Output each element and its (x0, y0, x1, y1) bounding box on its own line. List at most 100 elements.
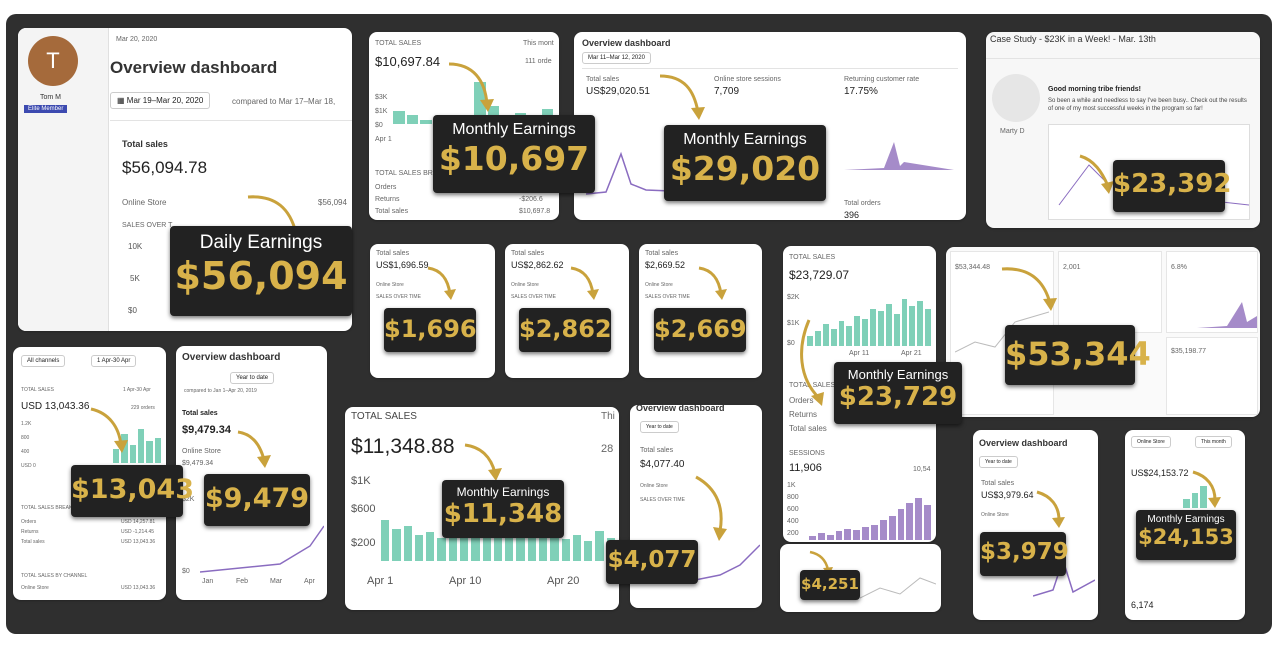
row-orders: Orders (375, 184, 397, 191)
case-study-title: Case Study - $23K in a Week! - Mar. 13th (990, 34, 1156, 44)
badge-title: Daily Earnings (199, 232, 323, 253)
total-sales-value: US$24,153.72 (1131, 468, 1189, 478)
date-range-button[interactable]: ▦ Mar 19–Mar 20, 2020 (110, 92, 211, 109)
tick-0: $0 (787, 340, 795, 347)
divider (986, 58, 1260, 59)
sales-over-time: SALES OVER TIME (645, 294, 690, 300)
card-title: Overview dashboard (636, 405, 725, 413)
sales-line-chart (690, 544, 760, 582)
avatar[interactable]: T (28, 36, 78, 86)
row-orders: Orders (789, 396, 814, 405)
card-title: Overview dashboard (182, 352, 281, 363)
date-range-button[interactable]: Year to date (640, 421, 679, 433)
row-returns-value: -$206.6 (519, 196, 543, 203)
tick-3: 400 (21, 449, 30, 455)
orders-count: 229 orders (131, 405, 155, 411)
channel-filter[interactable]: Online Store (1131, 436, 1171, 448)
online-store-label: Online Store (511, 282, 539, 288)
date-filter[interactable]: 1 Apr-30 Apr (91, 355, 137, 367)
returning-rate-label: Returning customer rate (844, 76, 920, 83)
channel-value: USD 13,043.36 (121, 585, 156, 591)
panel-sessions: 2,001 (1058, 251, 1162, 333)
badge-title: Monthly Earnings (452, 121, 576, 138)
tick-5k: 5K (130, 274, 140, 283)
total-orders-label: Total orders (844, 200, 881, 207)
total-sales-label: Total sales (122, 139, 168, 149)
date-range-button[interactable]: Year to date (979, 456, 1018, 468)
tick-1k: $1K (787, 320, 800, 327)
total-sales-value: USD 13,043.36 (21, 401, 90, 412)
tick-1k: $1K (351, 475, 371, 487)
curved-arrow (1036, 490, 1065, 528)
channel-filter[interactable]: All channels (21, 355, 66, 367)
row-returns-value: USD -1,214.45 (121, 529, 155, 535)
period-label: 1 Apr-30 Apr (123, 387, 151, 393)
author-avatar[interactable] (992, 74, 1040, 122)
sales-bars (381, 503, 615, 561)
badge-value: $29,020 (669, 149, 821, 188)
bottom-value: 6,174 (1131, 600, 1154, 610)
total-sales-label: Total sales (640, 447, 674, 454)
badge-4251: $4,251 (800, 570, 860, 600)
tick-1k: $1K (375, 108, 388, 115)
orders-count: 111 orde (525, 58, 552, 65)
online-store-label: Online Store (376, 282, 404, 288)
panel-area-chart (1197, 302, 1257, 328)
panel-value: 2,001 (1063, 264, 1081, 271)
sessions-label: SESSIONS (789, 450, 825, 457)
badge-4077: $4,077 (606, 540, 698, 584)
badge-1696: $1,696 (384, 308, 477, 352)
card-title: Overview dashboard (582, 38, 671, 48)
x-label-apr11: Apr 11 (849, 350, 870, 357)
online-store-label: Online Store (645, 282, 673, 288)
mini-line-chart (860, 577, 936, 599)
date-range-button[interactable]: Mar 11–Mar 12, 2020 (582, 52, 651, 64)
badge-value: $23,729 (838, 382, 958, 412)
tick-1: 1.2K (21, 421, 32, 427)
tick-10k: 10K (128, 242, 143, 251)
total-sales-label: Total sales (511, 250, 545, 257)
badge-2669: $2,669 (654, 308, 747, 352)
badge-title: Monthly Earnings (847, 367, 949, 382)
curved-arrow (570, 266, 599, 300)
badge-value: $9,479 (204, 483, 310, 514)
total-sales-label: Total sales (182, 410, 218, 417)
row-total: Total sales (375, 208, 409, 215)
badge-value: $3,979 (980, 539, 1069, 565)
badge-monthly-23729: Monthly Earnings $23,729 (834, 362, 962, 424)
sessions-label: Online store sessions (714, 76, 781, 83)
online-store-label: Online Store (182, 448, 221, 455)
breakdown-label: TOTAL SALES BR (789, 382, 847, 389)
total-sales-label: TOTAL SALES (21, 387, 54, 393)
month-apr: Apr (304, 578, 315, 585)
curved-arrow (659, 74, 705, 120)
tick-2k: $2K (787, 294, 800, 301)
total-orders-value: 396 (844, 210, 860, 220)
date-range-button[interactable]: Year to date (230, 372, 275, 384)
tick-0: $0 (182, 568, 190, 575)
tick-200: $200 (351, 537, 376, 549)
period-label: This mont (523, 40, 554, 47)
tick-2: 800 (21, 435, 30, 441)
badge-value: $4,077 (607, 547, 697, 573)
online-store-label: Online Store (122, 198, 167, 207)
author-name: Marty D (1000, 128, 1025, 135)
curved-arrow (1192, 470, 1221, 508)
row-total-value: $10,697.8 (519, 208, 551, 215)
online-store-label: Online Store (640, 483, 668, 489)
row-returns: Returns (789, 410, 818, 419)
panel-orders: $35,198.77 (1166, 337, 1258, 415)
panel-value: $35,198.77 (1171, 348, 1207, 355)
period-label: Thi (601, 411, 615, 422)
session-tick-2: 800 (787, 494, 799, 501)
card-title: Overview dashboard (979, 438, 1068, 448)
date-filter[interactable]: This month (1195, 436, 1232, 448)
total-sales-value: US$2,862.62 (511, 260, 564, 270)
x-label: Apr 1 (375, 136, 392, 143)
total-sales-value: $56,094.78 (122, 158, 208, 177)
date-range-label: Mar 19–Mar 20, 2020 (126, 96, 204, 105)
badge-value: $13,043 (71, 474, 194, 505)
session-tick-3: 600 (787, 506, 799, 513)
online-store-label: Online Store (981, 512, 1009, 518)
channel-name: Online Store (21, 585, 49, 591)
